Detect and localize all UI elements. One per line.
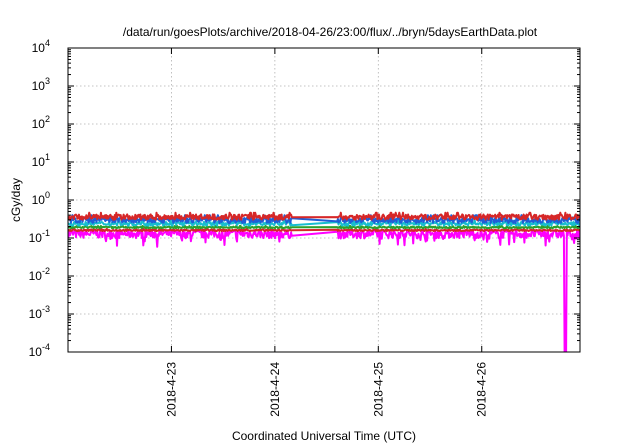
x-tick-label: 2018-4-23 bbox=[164, 362, 178, 417]
y-tick-label: 102 bbox=[32, 114, 50, 131]
grid-lines bbox=[68, 48, 580, 352]
y-tick-label: 10-4 bbox=[29, 342, 50, 359]
y-tick-label: 10-2 bbox=[29, 266, 50, 283]
x-tick-label: 2018-4-26 bbox=[475, 362, 489, 417]
axis-ticks: 10-4 10-3 10-2 10-1 100 101 102 103 104 2018-4-23… bbox=[29, 38, 580, 417]
x-tick-label: 2018-4-24 bbox=[268, 362, 282, 417]
y-tick-label: 100 bbox=[32, 190, 50, 207]
series-line bbox=[68, 229, 580, 352]
chart-title: /data/run/goesPlots/archive/2018-04-26/2… bbox=[123, 25, 538, 39]
series-line bbox=[68, 219, 580, 227]
x-axis-label: Coordinated Universal Time (UTC) bbox=[232, 429, 416, 443]
y-tick-label: 103 bbox=[32, 76, 50, 93]
series-line bbox=[68, 211, 580, 221]
series-line bbox=[68, 225, 580, 230]
y-tick-label: 10-3 bbox=[29, 304, 50, 321]
y-tick-label: 101 bbox=[32, 152, 50, 169]
series-line bbox=[68, 227, 580, 233]
y-tick-label: 10-1 bbox=[29, 228, 50, 245]
x-tick-label: 2018-4-25 bbox=[371, 362, 385, 417]
y-axis-label: cGy/day bbox=[9, 178, 23, 222]
data-series bbox=[68, 211, 580, 352]
y-tick-label: 104 bbox=[32, 38, 50, 55]
